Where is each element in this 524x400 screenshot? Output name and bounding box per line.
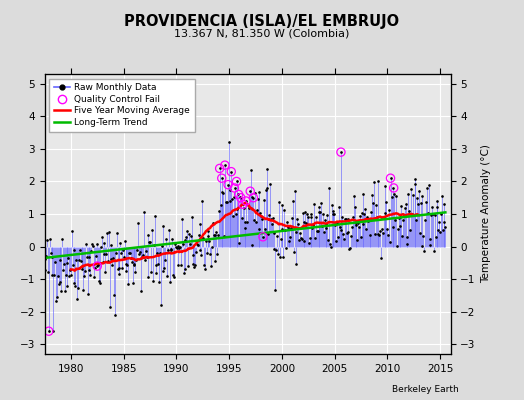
Point — [227, 168, 235, 175]
Text: Berkeley Earth: Berkeley Earth — [392, 385, 458, 394]
Point — [234, 191, 243, 198]
Point — [232, 178, 241, 185]
Point — [217, 175, 226, 181]
Point — [242, 198, 250, 204]
Text: 13.367 N, 81.350 W (Colombia): 13.367 N, 81.350 W (Colombia) — [174, 28, 350, 38]
Legend: Raw Monthly Data, Quality Control Fail, Five Year Moving Average, Long-Term Tren: Raw Monthly Data, Quality Control Fail, … — [49, 78, 194, 132]
Point — [230, 185, 238, 191]
Point — [221, 162, 229, 168]
Point — [93, 263, 102, 269]
Point — [238, 201, 247, 208]
Point — [215, 165, 224, 172]
Point — [259, 234, 267, 240]
Y-axis label: Temperature Anomaly (°C): Temperature Anomaly (°C) — [481, 144, 492, 284]
Point — [389, 185, 398, 191]
Point — [45, 328, 53, 334]
Point — [236, 194, 245, 201]
Point — [386, 175, 395, 181]
Text: PROVIDENCIA (ISLA)/EL EMBRUJO: PROVIDENCIA (ISLA)/EL EMBRUJO — [124, 14, 400, 29]
Point — [246, 188, 255, 194]
Point — [249, 194, 258, 201]
Point — [224, 182, 232, 188]
Point — [337, 149, 345, 155]
